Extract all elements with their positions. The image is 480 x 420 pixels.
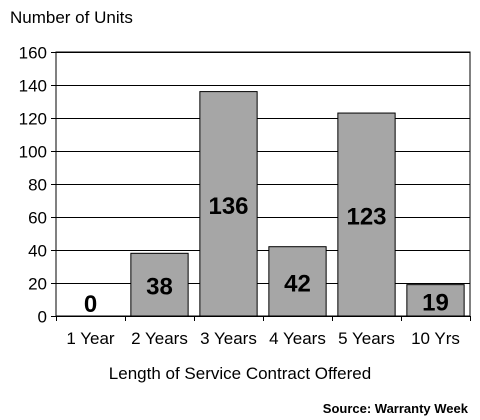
bar (199, 91, 258, 317)
y-tick-label: 160 (19, 44, 47, 63)
source-note: Source: Warranty Week (322, 401, 468, 416)
x-tick-label: 2 Years (131, 329, 188, 348)
x-tick-label: 5 Years (338, 329, 395, 348)
bars (130, 91, 465, 317)
axes (51, 51, 471, 321)
x-tick-label: 3 Years (200, 329, 257, 348)
bar (130, 252, 189, 317)
data-label: 0 (84, 291, 97, 318)
y-tick-label: 0 (38, 308, 47, 327)
bar (337, 112, 396, 317)
y-tick-label: 120 (19, 110, 47, 129)
y-axis-label: Number of Units (10, 8, 133, 27)
x-axis-label: Length of Service Contract Offered (108, 364, 372, 383)
data-label: 136 (208, 193, 248, 220)
y-tick-label: 100 (19, 143, 47, 162)
y-tick-label: 60 (28, 209, 47, 228)
data-label: 42 (284, 270, 311, 297)
bar (268, 246, 327, 317)
y-tick-label: 140 (19, 77, 47, 96)
y-tick-label: 20 (28, 275, 47, 294)
y-tick-label: 80 (28, 176, 47, 195)
labels: 0 20 40 60 80 100 120 140 160 1 Year 0 2 Years 38 3 Y… (19, 44, 460, 349)
x-tick-label: 1 Year (66, 329, 115, 348)
bar (406, 284, 465, 317)
data-label: 38 (146, 274, 173, 301)
y-tick-label: 40 (28, 242, 47, 261)
x-tick-label: 4 Years (269, 329, 326, 348)
bar-chart: 0 20 40 60 80 100 120 140 160 1 Year 0 2 Years 38 3 Y… (19, 44, 471, 349)
data-label: 123 (346, 204, 386, 231)
grid-lines (56, 52, 470, 317)
data-label: 19 (422, 289, 449, 316)
x-tick-label: 10 Yrs (411, 329, 460, 348)
